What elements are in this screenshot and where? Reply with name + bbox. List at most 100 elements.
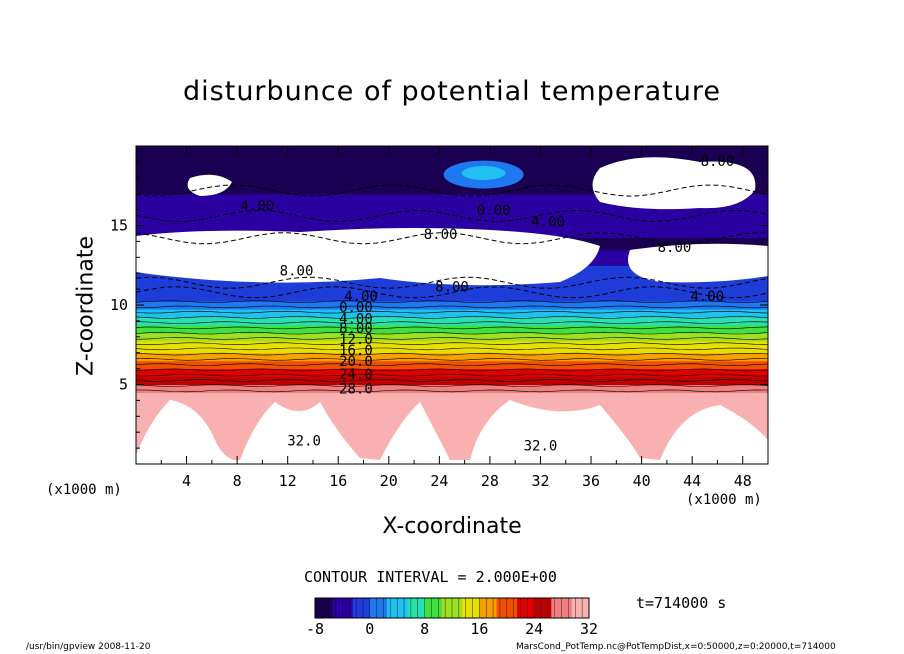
colorbar-segment [431, 598, 436, 618]
field-band [136, 332, 768, 338]
colorbar-segment [551, 598, 556, 618]
colorbar-segment [568, 598, 573, 618]
x-unit-left: (x1000 m) [46, 482, 122, 498]
colorbar-segment [421, 598, 425, 618]
contour-label: 32.0 [287, 434, 321, 450]
contour-line [136, 347, 768, 351]
colorbar-segment [366, 598, 371, 618]
colorbar-segment [469, 598, 473, 618]
white-region-bottom [136, 400, 768, 464]
colorbar-segment [325, 598, 330, 618]
field-band [136, 293, 768, 298]
colorbar-segment [544, 598, 549, 618]
contour-line [136, 358, 768, 361]
field-band [136, 448, 768, 453]
colorbar-segment [318, 598, 323, 618]
field-band [136, 201, 768, 207]
field-band [136, 193, 768, 199]
colorbar-segment [315, 598, 319, 618]
colorbar-segment [506, 598, 511, 618]
colorbar-segment [513, 598, 518, 618]
colorbar-segment [578, 598, 583, 618]
x-tick-label: 12 [279, 472, 297, 490]
field-band [136, 376, 768, 382]
field-band [136, 356, 768, 362]
y-axis-label: Z-coordinate [73, 236, 99, 376]
x-tick-label: 24 [430, 472, 448, 490]
contour-interval-label: CONTOUR INTERVAL = 2.000E+00 [304, 568, 557, 586]
field-band [136, 189, 768, 195]
contour-line [136, 342, 768, 345]
contour-line-negative [136, 209, 768, 223]
colorbar-segment [462, 598, 467, 618]
colorbar-segment [380, 598, 384, 618]
field-band [136, 157, 768, 163]
field-band [136, 432, 768, 437]
colorbar-tick-label: 24 [525, 620, 543, 638]
contour-label: 8.00 [435, 280, 469, 296]
colorbar-segment [575, 598, 580, 618]
contour-label: 4.00 [339, 311, 373, 327]
field-band [136, 301, 768, 306]
contour-line [136, 300, 768, 303]
colorbar-segment [441, 598, 446, 618]
contour-label: 4.00 [344, 289, 378, 305]
contour-label: 4.00 [690, 289, 724, 305]
x-tick-label: 4 [182, 472, 191, 490]
colorbar-segment [404, 598, 408, 618]
field-band [136, 392, 768, 398]
colorbar [314, 597, 590, 619]
colorbar-segment [342, 598, 347, 618]
white-region-top-right [592, 157, 756, 210]
contour-label: 16.0 [339, 343, 373, 359]
colorbar-segment [520, 598, 525, 618]
white-region-top-left [187, 174, 232, 196]
contour-line [136, 316, 768, 319]
colorbar-segment [400, 598, 405, 618]
contour-labels: 8.004.00 0.004.008.008.008.008.004.004.00… [240, 154, 734, 455]
contour-label: 20.0 [339, 354, 373, 370]
footer-right: MarsCond_PotTemp.nc@PotTempDist,x=0:5000… [516, 642, 836, 652]
colorbar-segment [585, 598, 590, 618]
colorbar-segment [534, 598, 539, 618]
contour-label: 4.00 [240, 198, 274, 214]
field-band [136, 285, 768, 290]
colorbar-segment [352, 598, 357, 618]
colorbar-segment [390, 598, 395, 618]
colorbar-segment [499, 598, 504, 618]
contour-line [136, 337, 768, 340]
contour-line [136, 331, 768, 335]
colorbar-segment [345, 598, 350, 618]
contour-line [136, 389, 768, 393]
contour-line [136, 310, 768, 314]
colorbar-segment [414, 598, 419, 618]
contour-label: 24.0 [339, 367, 373, 383]
colorbar-segment [376, 598, 381, 618]
colorbar-segment [458, 598, 463, 618]
colorbar-segment [383, 598, 388, 618]
colorbar-segment [452, 598, 456, 618]
field-band [136, 368, 768, 374]
colorbar-segment [479, 598, 484, 618]
field-band [136, 149, 768, 155]
contour-label: 12.0 [339, 332, 373, 348]
x-tick-label: 44 [683, 472, 701, 490]
colorbar-segment [475, 598, 480, 618]
colorbar-segment [541, 598, 545, 618]
missing-regions [136, 157, 768, 464]
colorbar-segment [527, 598, 532, 618]
contour-lines [136, 184, 768, 393]
contour-line [136, 352, 768, 356]
x-tick-label: 8 [233, 472, 242, 490]
field-band [136, 197, 768, 203]
colorbar-segment [428, 598, 432, 618]
colorbar-segment [397, 598, 402, 618]
colorbar-segment [558, 598, 562, 618]
colorbar-segment [393, 598, 398, 618]
contour-line-negative [136, 276, 768, 289]
colorbar-tick-label: -8 [306, 620, 324, 638]
contour-label: 0.00 [339, 300, 373, 316]
field-band [136, 320, 768, 326]
colorbar-ticks: -8 0 8 16 24 32 [306, 620, 598, 638]
